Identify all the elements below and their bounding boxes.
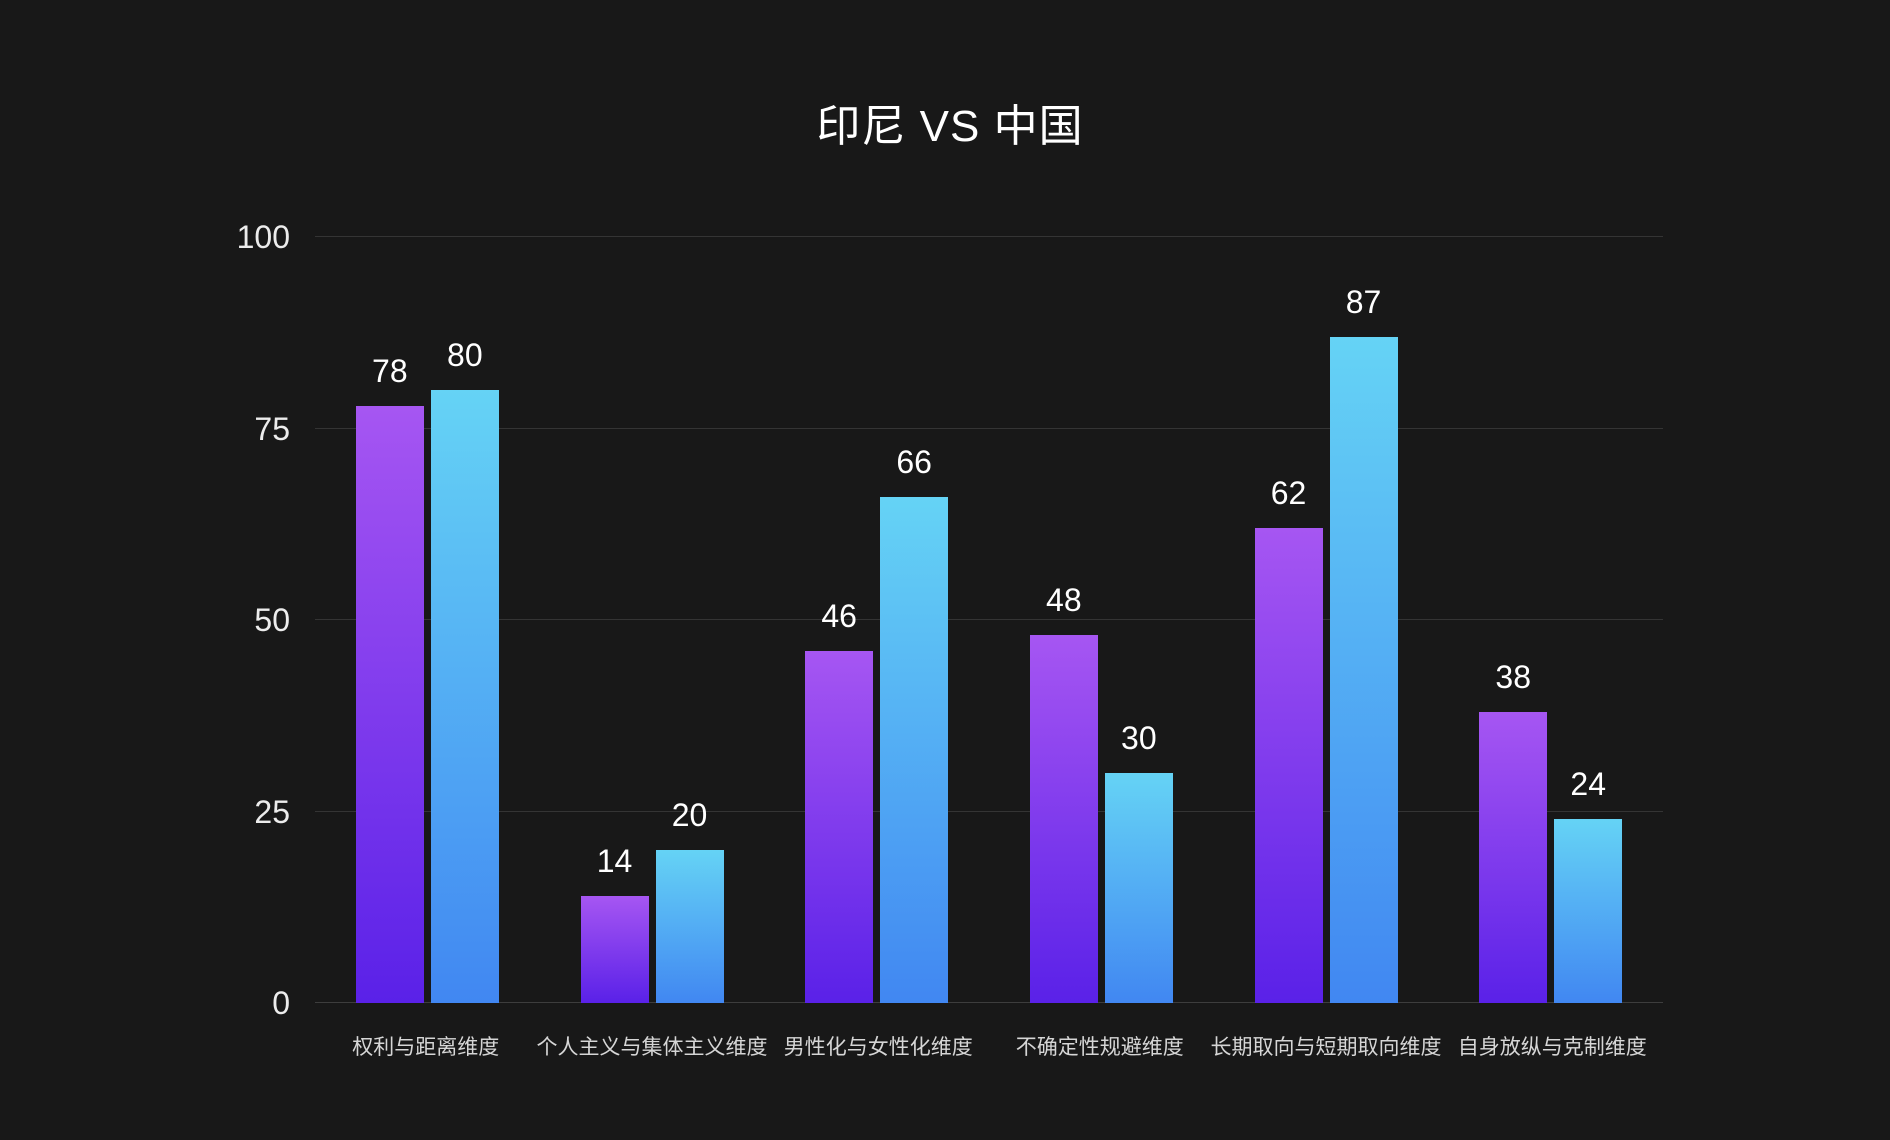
bar-group-2: 14 20	[540, 237, 765, 1003]
gridline-25	[315, 810, 1663, 812]
bar-group-1: 78 80	[315, 237, 540, 1003]
bar-value-label: 78	[372, 352, 408, 389]
category-label-2: 个人主义与集体主义维度	[536, 1036, 768, 1059]
category-labels: 权利与距离维度 个人主义与集体主义维度 男性化与女性化维度 不确定性规避维度 长期取向与…	[315, 1035, 1663, 1061]
bar-s1-c2[interactable]: 14	[580, 844, 649, 1003]
bar-s2-c6[interactable]: 24	[1554, 767, 1623, 1003]
bar-s1-c6[interactable]: 38	[1479, 660, 1548, 1003]
bar-value-label: 62	[1270, 475, 1307, 512]
gridline-100	[315, 236, 1663, 237]
bar-value-label: 24	[1570, 766, 1606, 803]
x-axis-line	[315, 1002, 1663, 1003]
bar-s1-c4[interactable]: 48	[1029, 583, 1098, 1003]
bar-s1-c5[interactable]: 62	[1254, 476, 1323, 1003]
category-label-3: 男性化与女性化维度	[783, 1036, 973, 1059]
bar-value-label: 46	[821, 597, 857, 634]
plot-area: 78 80 14 20 46 66 48 30 62 87 38 24	[315, 236, 1663, 1003]
category-label-1: 权利与距离维度	[352, 1036, 500, 1059]
category-label-6: 自身放纵与克制维度	[1457, 1036, 1647, 1059]
bar-s2-c1[interactable]: 80	[430, 338, 499, 1003]
bar-value-label: 14	[596, 842, 633, 879]
y-tick-label-25: 25	[254, 793, 290, 830]
y-tick-label-100: 100	[236, 219, 290, 255]
bar-value-label: 30	[1121, 720, 1157, 757]
bar-s2-c2[interactable]: 20	[655, 798, 724, 1003]
gridline-75	[315, 427, 1663, 429]
bar-group-6: 38 24	[1438, 237, 1663, 1003]
bar-s2-c3[interactable]: 66	[880, 445, 949, 1003]
category-label-4: 不确定性规避维度	[1015, 1036, 1184, 1059]
bar-value-label: 20	[671, 796, 708, 833]
bar-group-3: 46 66	[764, 237, 989, 1003]
bar-value-label: 38	[1495, 658, 1531, 695]
y-tick-label-50: 50	[254, 602, 290, 638]
y-axis-labels: 0 25 50 75 100	[180, 221, 290, 1019]
bar-group-5: 62 87	[1214, 237, 1439, 1003]
bar-value-label: 48	[1046, 582, 1082, 619]
category-label-5: 长期取向与短期取向维度	[1210, 1036, 1442, 1059]
bar-s1-c3[interactable]: 46	[805, 599, 874, 1003]
bar-value-label: 87	[1345, 283, 1382, 320]
y-tick-label-75: 75	[254, 410, 290, 447]
bar-groups: 78 80 14 20 46 66 48 30 62 87 38 24	[315, 237, 1663, 1003]
bar-value-label: 66	[896, 444, 932, 481]
bar-s2-c4[interactable]: 30	[1104, 721, 1173, 1003]
bar-group-4: 48 30	[989, 237, 1214, 1003]
y-tick-label-0: 0	[272, 985, 290, 1021]
gridline-50	[315, 619, 1663, 620]
bar-s2-c5[interactable]: 87	[1329, 285, 1398, 1003]
chart-title: 印尼 VS 中国	[816, 102, 1084, 151]
bar-s1-c1[interactable]: 78	[355, 354, 424, 1003]
bar-value-label: 80	[447, 337, 483, 374]
